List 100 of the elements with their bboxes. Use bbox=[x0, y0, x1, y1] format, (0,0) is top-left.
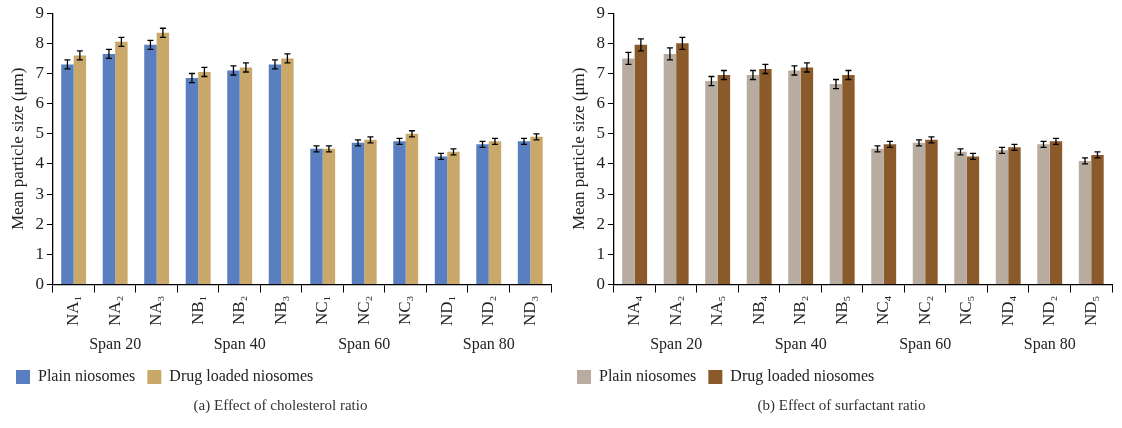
bar bbox=[925, 139, 938, 285]
bar bbox=[829, 84, 843, 285]
y-tick-label: 3 bbox=[596, 183, 605, 203]
bar bbox=[405, 133, 419, 285]
x-tick-label: NC₄ bbox=[873, 295, 893, 326]
bar bbox=[676, 43, 689, 285]
bar bbox=[447, 151, 460, 285]
bar bbox=[115, 41, 128, 285]
y-tick-label: 8 bbox=[35, 32, 44, 52]
bar bbox=[871, 148, 884, 285]
bar bbox=[717, 75, 731, 285]
x-tick-label: NA₁ bbox=[63, 295, 83, 326]
bar bbox=[322, 148, 336, 285]
x-tick-label: ND₅ bbox=[1080, 295, 1100, 326]
y-tick-label: 7 bbox=[596, 62, 606, 82]
x-tick-label: NC₁ bbox=[312, 295, 332, 326]
bar bbox=[634, 44, 648, 285]
y-tick-label: 4 bbox=[596, 153, 606, 173]
bar bbox=[476, 144, 489, 285]
text: Span 20 bbox=[89, 335, 142, 354]
bar bbox=[227, 70, 240, 285]
y-tick-label: 6 bbox=[35, 93, 44, 113]
y-tick-label: 2 bbox=[596, 213, 605, 233]
y-axis-title: Mean particle size (μm) bbox=[568, 67, 588, 231]
bar bbox=[966, 156, 980, 285]
bar bbox=[393, 141, 406, 285]
bar bbox=[73, 55, 87, 285]
y-tick-label: 9 bbox=[596, 2, 605, 22]
y-tick-label: 1 bbox=[35, 243, 44, 263]
bar bbox=[198, 71, 211, 285]
bar bbox=[622, 58, 635, 285]
y-tick-label: 0 bbox=[596, 273, 605, 293]
bar bbox=[351, 142, 365, 285]
y-tick-label: 7 bbox=[35, 62, 45, 82]
bar bbox=[800, 67, 814, 285]
bar bbox=[364, 139, 377, 285]
bar bbox=[268, 64, 282, 285]
bar bbox=[530, 136, 543, 285]
x-tick-label: NB₅ bbox=[831, 295, 851, 326]
bar bbox=[1049, 141, 1063, 285]
bar bbox=[144, 44, 157, 285]
x-tick-label: NA₃ bbox=[146, 295, 166, 326]
y-tick-label: 5 bbox=[35, 123, 44, 143]
bar bbox=[883, 144, 897, 285]
text: Span 60 bbox=[338, 335, 391, 354]
bar bbox=[517, 141, 531, 285]
y-tick-label: 2 bbox=[35, 213, 44, 233]
bar bbox=[1078, 160, 1092, 285]
bar bbox=[185, 78, 199, 285]
y-tick-label: 4 bbox=[35, 153, 45, 173]
x-tick-label: NC₂ bbox=[914, 295, 934, 326]
bar bbox=[281, 58, 294, 285]
bar bbox=[488, 141, 502, 285]
bar bbox=[239, 67, 253, 285]
y-tick-label: 0 bbox=[35, 273, 44, 293]
bar bbox=[1037, 144, 1050, 285]
text: (b) Effect of surfactant ratio bbox=[756, 397, 927, 414]
bar bbox=[102, 53, 116, 285]
x-tick-label: NB₁ bbox=[187, 295, 207, 326]
y-tick-label: 1 bbox=[596, 243, 605, 263]
x-tick-label: NB₄ bbox=[748, 295, 768, 326]
x-tick-label: ND₂ bbox=[1039, 295, 1059, 326]
text: Span 80 bbox=[1023, 335, 1076, 354]
text: Span 40 bbox=[213, 335, 266, 354]
bar bbox=[310, 148, 323, 285]
bar bbox=[663, 53, 677, 285]
bar bbox=[954, 151, 967, 285]
bar bbox=[912, 142, 926, 285]
legend-label: Plain niosomes bbox=[599, 367, 697, 385]
x-tick-label: ND₂ bbox=[478, 295, 498, 326]
x-tick-label: NA₂ bbox=[104, 295, 124, 326]
y-tick-label: 6 bbox=[596, 93, 605, 113]
x-tick-label: NA₄ bbox=[624, 295, 644, 326]
x-tick-label: NB₂ bbox=[229, 295, 249, 326]
y-tick-label: 5 bbox=[596, 123, 605, 143]
y-tick-label: 3 bbox=[35, 183, 44, 203]
bar bbox=[61, 64, 74, 285]
y-tick-label: 9 bbox=[35, 2, 44, 22]
x-tick-label: NC₅ bbox=[956, 295, 976, 326]
legend-label: Plain niosomes bbox=[38, 367, 136, 385]
x-tick-label: NC₂ bbox=[353, 295, 373, 326]
text: Span 60 bbox=[899, 335, 952, 354]
text: Span 40 bbox=[774, 335, 827, 354]
x-tick-label: NC₃ bbox=[395, 295, 415, 326]
bar bbox=[1091, 154, 1104, 285]
bar bbox=[995, 150, 1009, 285]
y-axis-title: Mean particle size (μm) bbox=[7, 67, 27, 231]
x-tick-label: NB₂ bbox=[790, 295, 810, 326]
bar bbox=[788, 70, 801, 285]
text: Span 80 bbox=[462, 335, 515, 354]
bar bbox=[156, 32, 170, 285]
bar bbox=[746, 75, 760, 285]
bar bbox=[1008, 147, 1021, 285]
text: Span 20 bbox=[650, 335, 703, 354]
legend-label: Drug loaded niosomes bbox=[169, 367, 314, 386]
legend-label: Drug loaded niosomes bbox=[730, 367, 875, 386]
x-tick-label: ND₁ bbox=[436, 295, 456, 326]
bar bbox=[842, 75, 855, 285]
x-tick-label: NA₂ bbox=[665, 295, 685, 326]
x-tick-label: ND₄ bbox=[997, 295, 1017, 326]
